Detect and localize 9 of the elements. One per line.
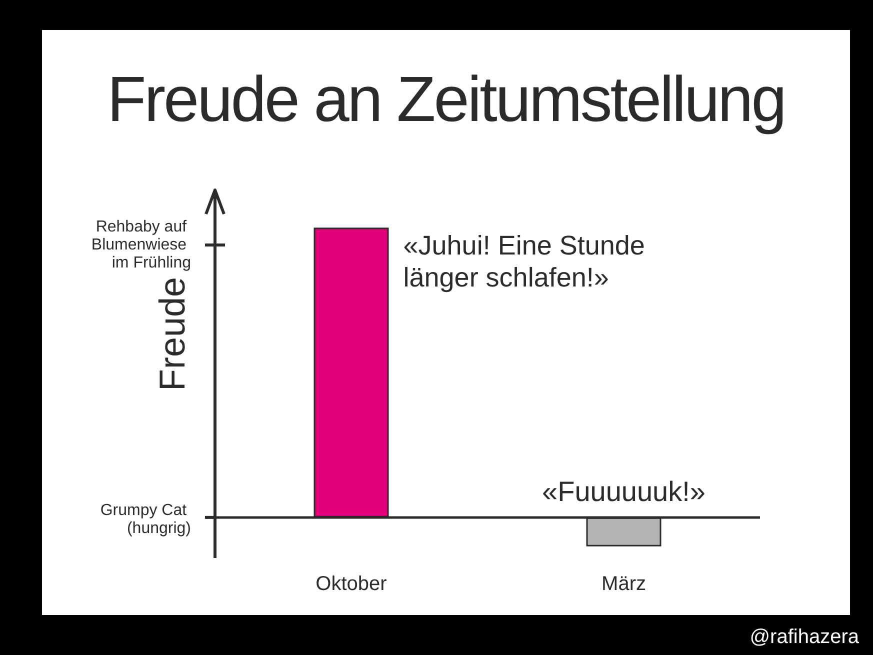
text: Rehbaby auf Blumenwiese im Frühling [91, 218, 191, 272]
annotation: «Juhui! Eine Stunde länger schlafen!» [403, 230, 652, 293]
text: Grumpy Cat (hungrig) [100, 502, 191, 537]
x-tick-label: Oktober [316, 573, 388, 595]
chart-title: Freude an Zeitumstellung [106, 62, 786, 136]
annotation: «Fuuuuuuk!» [542, 476, 706, 507]
text: @rafihazera [750, 626, 859, 649]
x-tick-label: März [602, 573, 646, 595]
y-axis-title: Freude [152, 276, 192, 392]
